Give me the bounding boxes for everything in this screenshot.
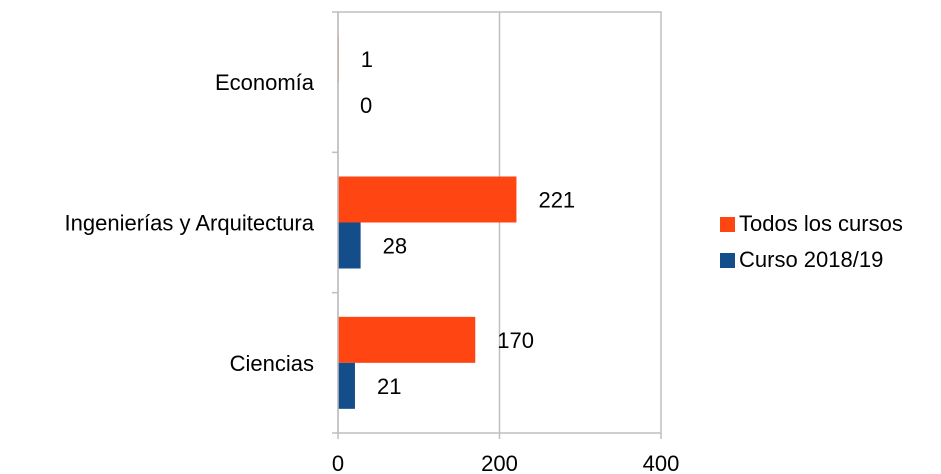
labels: 0 200 400 Economía 1 0 Ingenierías y Arquitect…: [65, 47, 680, 474]
legend-swatch-todos-los-cursos: [720, 216, 735, 232]
legend-swatch-curso-2018-19: [720, 252, 735, 268]
x-tick-label: 0: [332, 451, 344, 474]
legend-label-todos-los-cursos: Todos los cursos: [739, 211, 903, 236]
bars: [338, 36, 517, 409]
bar-todos-los-cursos-ciencias: [338, 316, 476, 363]
category-label-ciencias: Ciencias: [230, 351, 314, 376]
legend-item-todos-los-cursos: Todos los cursos: [720, 206, 903, 242]
bar-curso-2018-19-ingenierias-y-arquitectura: [338, 222, 361, 269]
axes: [332, 11, 662, 439]
data-label-todos-los-cursos-ingenierias-y-arquitectura: 221: [538, 188, 575, 213]
x-tick-label: 400: [643, 451, 680, 474]
data-label-todos-los-cursos-ciencias: 170: [497, 328, 534, 353]
legend-item-curso-2018-19: Curso 2018/19: [720, 242, 903, 278]
data-label-curso-2018-19-economia: 0: [360, 93, 372, 118]
data-label-todos-los-cursos-economia: 1: [361, 47, 373, 72]
legend: Todos los cursos Curso 2018/19: [720, 206, 903, 278]
bar-todos-los-cursos-ingenierias-y-arquitectura: [338, 176, 517, 223]
category-label-economia: Economía: [215, 70, 315, 95]
data-label-curso-2018-19-ciencias: 21: [377, 374, 401, 399]
x-tick-label: 200: [481, 451, 518, 474]
category-label-ingenierias-y-arquitectura: Ingenierías y Arquitectura: [65, 211, 315, 236]
legend-label-curso-2018-19: Curso 2018/19: [739, 247, 884, 272]
data-label-curso-2018-19-ingenierias-y-arquitectura: 28: [383, 234, 407, 259]
bar-curso-2018-19-ciencias: [338, 362, 355, 409]
